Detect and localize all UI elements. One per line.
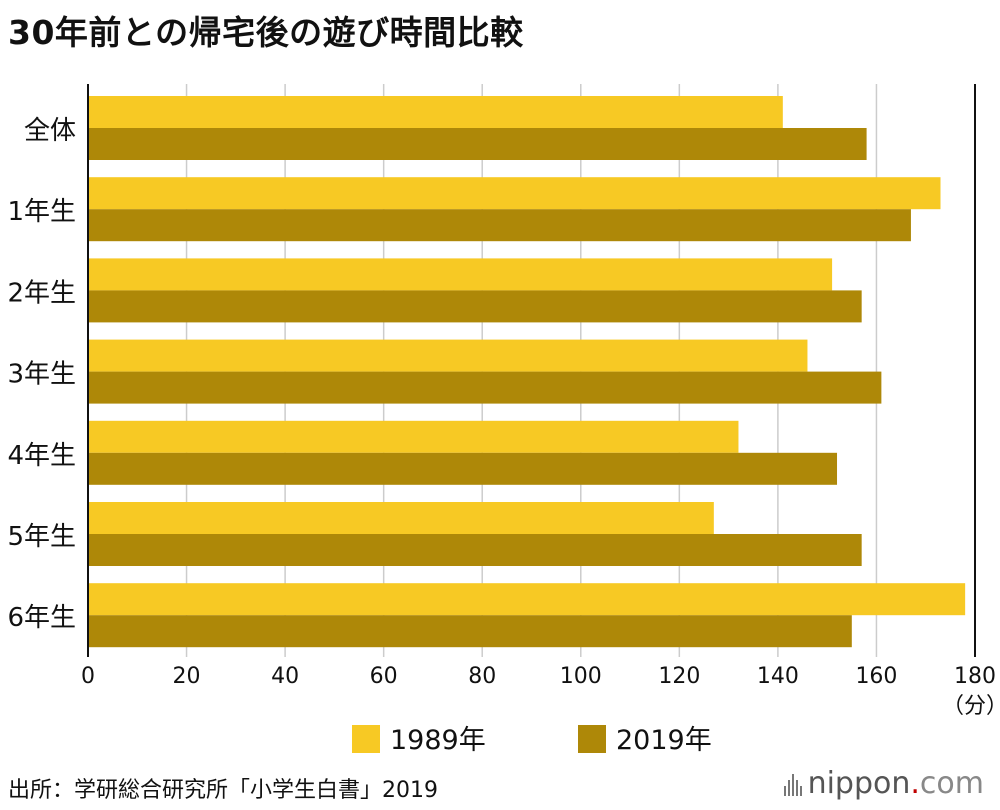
brand-name: nippon — [807, 766, 911, 801]
category-label-全体: 全体 — [24, 116, 76, 146]
category-label-4年生: 4年生 — [7, 441, 76, 471]
bars — [88, 96, 966, 648]
x-tick-label-120: 120 — [658, 664, 700, 689]
bar-2019年-3年生 — [88, 371, 882, 404]
bar-1989年-3年生 — [88, 339, 808, 372]
category-label-2年生: 2年生 — [7, 278, 76, 308]
axes — [87, 84, 976, 657]
x-tick-label-0: 0 — [81, 664, 95, 689]
category-label-6年生: 6年生 — [7, 603, 76, 633]
x-tick-label-160: 160 — [855, 664, 897, 689]
category-labels: 全体 1年生 2年生 3年生 4年生 5年生 6年生 — [7, 116, 76, 633]
bar-1989年-2年生 — [88, 258, 833, 291]
chart-title: 30年前との帰宅後の遊び時間比較 — [8, 13, 524, 52]
x-tick-label-180: 180 — [954, 664, 996, 689]
x-tick-label-20: 20 — [173, 664, 201, 689]
source-note: 出所：学研総合研究所「小学生白書」2019 — [8, 778, 438, 803]
bar-1989年-全体 — [88, 96, 783, 128]
bar-1989年-4年生 — [88, 420, 739, 453]
bar-1989年-1年生 — [88, 177, 941, 210]
bar-1989年-5年生 — [88, 502, 714, 534]
nippon-logo: nippon.com — [783, 766, 984, 801]
x-tick-label-80: 80 — [468, 664, 496, 689]
x-tick-labels: 0 20 40 60 80 100 120 140 160 180 （分） — [81, 664, 1000, 719]
brand-suffix: com — [919, 766, 984, 801]
x-tick-label-60: 60 — [370, 664, 398, 689]
nippon-logo-icon — [783, 772, 802, 796]
bar-2019年-5年生 — [88, 534, 862, 566]
x-unit-label: （分） — [942, 694, 1000, 719]
legend-label-2019年: 2019年 — [616, 725, 712, 756]
category-label-1年生: 1年生 — [7, 197, 76, 227]
bar-2019年-4年生 — [88, 452, 838, 485]
brand-dot: . — [910, 766, 920, 801]
x-tick-label-100: 100 — [560, 664, 602, 689]
bar-2019年-全体 — [88, 128, 867, 160]
bar-2019年-1年生 — [88, 209, 911, 242]
legend-swatch-2019年 — [578, 725, 606, 753]
legend: 1989年 2019年 — [352, 725, 712, 756]
bar-1989年-6年生 — [88, 583, 966, 616]
x-tick-label-140: 140 — [757, 664, 799, 689]
bar-chart: 全体 1年生 2年生 3年生 4年生 5年生 6年生 0 20 40 60 80 100 120 140 1… — [7, 84, 1000, 756]
legend-swatch-1989年 — [352, 725, 380, 753]
category-label-5年生: 5年生 — [7, 522, 76, 552]
bar-2019年-6年生 — [88, 615, 852, 648]
legend-label-1989年: 1989年 — [390, 725, 486, 756]
category-label-3年生: 3年生 — [7, 360, 76, 390]
x-tick-label-40: 40 — [271, 664, 299, 689]
bar-2019年-2年生 — [88, 290, 862, 323]
